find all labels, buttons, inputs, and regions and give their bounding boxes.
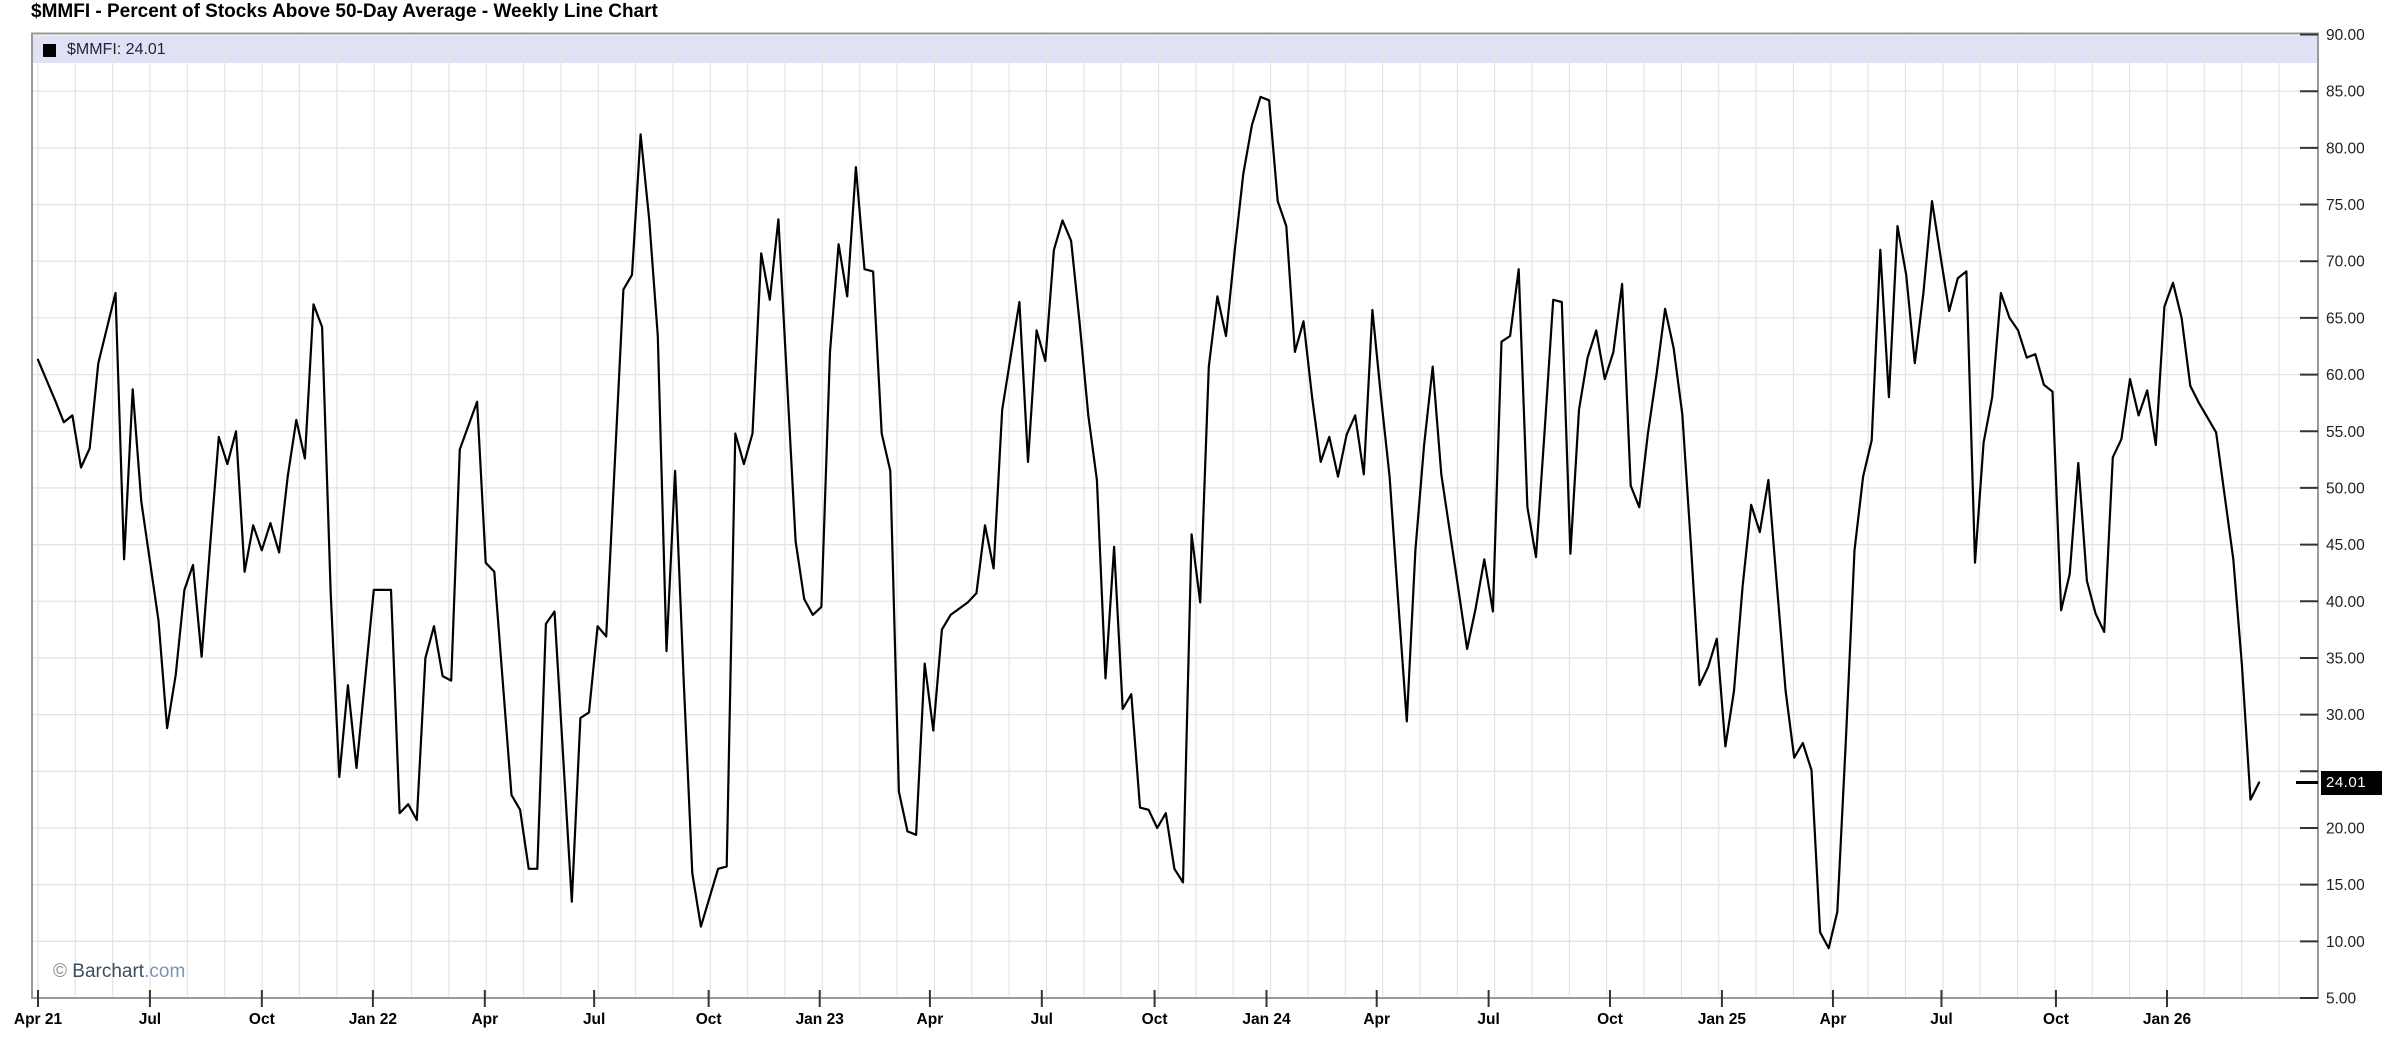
y-axis-label: 70.00	[2326, 254, 2365, 271]
y-axis-label: 5.00	[2326, 991, 2357, 1008]
x-axis-label: Jul	[1031, 1011, 1053, 1028]
y-axis-label: 15.00	[2326, 877, 2365, 894]
x-axis-label: Jan 26	[2143, 1011, 2192, 1028]
x-axis-label: Apr	[471, 1011, 498, 1028]
x-axis-label: Jul	[583, 1011, 605, 1028]
legend-band	[33, 35, 2317, 63]
y-axis-label: 50.00	[2326, 480, 2365, 497]
x-axis-label: Apr 21	[14, 1011, 63, 1028]
barchart-watermark: © Barchart.com	[53, 961, 185, 983]
x-axis-label: Oct	[2043, 1011, 2069, 1028]
x-axis-label: Apr	[1363, 1011, 1390, 1028]
last-value-badge: 24.01	[2321, 771, 2382, 795]
legend-label: $MMFI: 24.01	[67, 41, 166, 58]
x-axis-label: Jan 22	[349, 1011, 397, 1028]
y-axis-label: 80.00	[2326, 140, 2365, 157]
y-axis-label: 45.00	[2326, 537, 2365, 554]
x-axis-label: Oct	[696, 1011, 722, 1028]
x-axis-label: Apr	[917, 1011, 944, 1028]
y-axis-label: 20.00	[2326, 820, 2365, 837]
x-axis-label: Oct	[1142, 1011, 1168, 1028]
x-axis-label: Jul	[1477, 1011, 1499, 1028]
x-axis-label: Jul	[139, 1011, 161, 1028]
legend-swatch-icon	[43, 43, 56, 57]
y-axis-label: 35.00	[2326, 650, 2365, 667]
chart-title: $MMFI - Percent of Stocks Above 50-Day A…	[31, 1, 658, 22]
legend: $MMFI: 24.01	[43, 41, 166, 59]
x-axis-label: Jan 23	[796, 1011, 845, 1028]
x-axis-label: Jan 25	[1698, 1011, 1747, 1028]
y-axis-label: 30.00	[2326, 707, 2365, 724]
watermark-domain: .com	[144, 961, 186, 982]
mmfi-series-line	[36, 95, 2261, 950]
y-axis-label: 85.00	[2326, 84, 2365, 101]
x-axis-label: Jan 24	[1242, 1011, 1291, 1028]
x-axis-label: Jul	[1930, 1011, 1952, 1028]
y-axis-label: 55.00	[2326, 424, 2365, 441]
copyright-icon: ©	[53, 961, 73, 982]
plot-border	[31, 32, 2319, 999]
y-axis-label: 60.00	[2326, 367, 2365, 384]
x-axis-label: Apr	[1820, 1011, 1847, 1028]
watermark-name: Barchart	[72, 961, 145, 982]
y-axis-label: 65.00	[2326, 310, 2365, 327]
y-axis-label: 90.00	[2326, 27, 2365, 44]
y-axis-label: 40.00	[2326, 594, 2365, 611]
y-axis-label: 75.00	[2326, 197, 2365, 214]
y-axis-label: 10.00	[2326, 934, 2365, 951]
x-axis-label: Oct	[1597, 1011, 1623, 1028]
x-axis-label: Oct	[249, 1011, 275, 1028]
